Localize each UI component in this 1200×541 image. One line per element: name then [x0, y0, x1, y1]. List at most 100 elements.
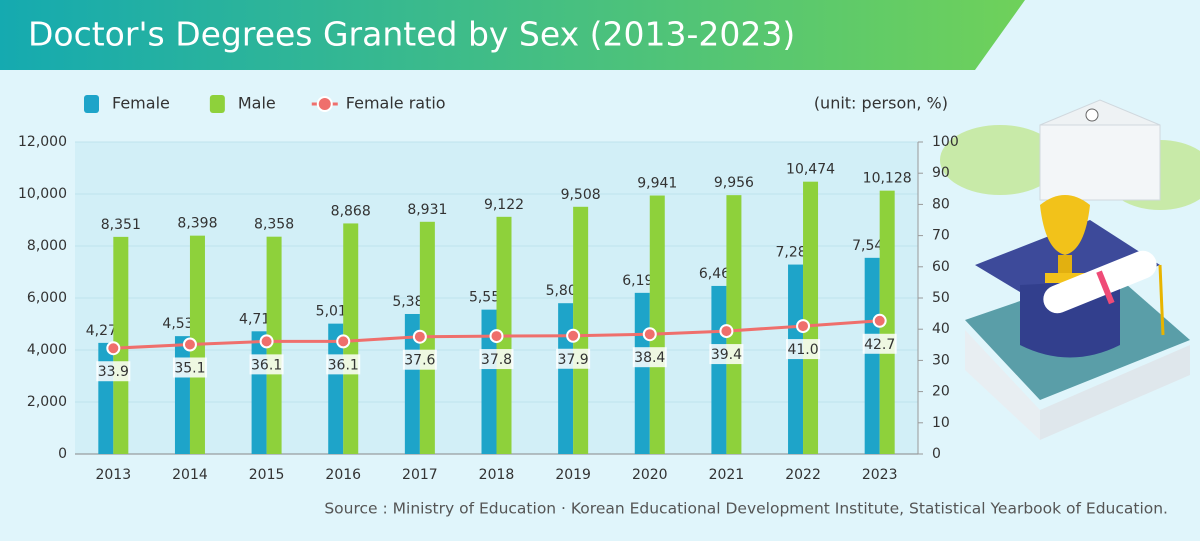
line-value-label: 37.6	[404, 353, 435, 369]
bar	[864, 257, 880, 454]
label-bg	[172, 357, 207, 378]
label-bg	[249, 354, 284, 375]
y2-tick-label: 20	[932, 384, 950, 400]
label-bg	[786, 339, 821, 360]
bar-value-label: 8,868	[331, 203, 371, 219]
bar	[649, 195, 665, 454]
bar-value-label: 9,508	[561, 187, 601, 203]
line-marker	[336, 334, 351, 349]
y-tick-label: 6,000	[27, 290, 67, 306]
legend-label: Female	[112, 94, 170, 113]
line-value-label: 33.9	[98, 364, 129, 380]
line-marker	[719, 324, 734, 339]
bar	[251, 331, 267, 454]
bar	[558, 303, 574, 454]
x-tick-label: 2017	[402, 467, 438, 483]
x-tick-label: 2019	[555, 467, 591, 483]
line-value-label: 42.7	[864, 337, 895, 353]
line-value-label: 35.1	[174, 360, 205, 376]
label-bg	[402, 349, 437, 370]
bar	[343, 223, 359, 454]
bar	[174, 336, 190, 454]
line-value-label: 39.4	[711, 347, 742, 363]
bar	[803, 181, 819, 454]
y2-tick-label: 0	[932, 446, 941, 462]
bar	[266, 236, 282, 454]
line-marker	[489, 329, 504, 344]
line-marker	[872, 313, 887, 328]
line-value-label: 37.8	[481, 352, 512, 368]
line-value-label: 41.0	[787, 342, 818, 358]
bar	[711, 285, 727, 454]
x-tick-label: 2013	[95, 467, 131, 483]
y2-tick-label: 100	[932, 134, 959, 150]
y2-tick-label: 90	[932, 165, 950, 181]
y-tick-label: 2,000	[27, 394, 67, 410]
x-tick-label: 2015	[249, 467, 285, 483]
x-tick-label: 2021	[709, 467, 745, 483]
title-banner	[0, 0, 1025, 70]
bar	[788, 264, 804, 454]
unit-label: (unit: person, %)	[814, 94, 948, 113]
bar-value-label: 8,931	[407, 202, 447, 218]
label-bg	[556, 348, 591, 369]
legend-label: Male	[238, 94, 276, 113]
line-marker	[566, 328, 581, 343]
y2-tick-label: 30	[932, 352, 950, 368]
x-tick-label: 2020	[632, 467, 668, 483]
y-tick-label: 0	[58, 446, 67, 462]
line-marker	[259, 334, 274, 349]
bar-value-label: 8,351	[101, 217, 141, 233]
bar	[481, 309, 497, 454]
line-marker	[642, 327, 657, 342]
bar-value-label: 10,474	[786, 162, 835, 178]
bar	[98, 342, 114, 454]
bar-value-label: 9,941	[637, 176, 677, 192]
bar	[573, 206, 589, 454]
bar-value-label: 8,398	[177, 216, 217, 232]
line-value-label: 37.9	[558, 352, 589, 368]
y-tick-label: 4,000	[27, 342, 67, 358]
line-marker	[412, 329, 427, 344]
label-bg	[326, 354, 361, 375]
x-tick-label: 2023	[862, 467, 898, 483]
label-bg	[709, 344, 744, 365]
line-value-label: 36.1	[251, 357, 282, 373]
y2-tick-label: 40	[932, 321, 950, 337]
bar	[879, 190, 895, 454]
label-bg	[862, 333, 897, 354]
bar	[404, 313, 420, 454]
legend-marker	[316, 96, 333, 112]
line-marker	[796, 319, 811, 334]
y-tick-label: 10,000	[18, 186, 67, 202]
y-tick-label: 8,000	[27, 238, 67, 254]
y2-tick-label: 60	[932, 259, 950, 275]
y2-tick-label: 50	[932, 290, 950, 306]
line-marker	[106, 341, 121, 356]
legend-swatch	[209, 95, 225, 113]
line-value-label: 38.4	[634, 350, 665, 366]
bar	[113, 236, 129, 454]
label-bg	[479, 349, 514, 370]
legend-label: Female ratio	[346, 94, 446, 113]
x-tick-label: 2018	[479, 467, 515, 483]
y2-tick-label: 10	[932, 415, 950, 431]
chart-title: Doctor's Degrees Granted by Sex (2013-20…	[28, 15, 795, 54]
bar	[726, 195, 742, 455]
x-tick-label: 2022	[785, 467, 821, 483]
label-bg	[632, 347, 667, 368]
y2-tick-label: 70	[932, 228, 950, 244]
legend-swatch	[84, 95, 99, 113]
bar-value-label: 9,956	[714, 175, 754, 191]
line-value-label: 36.1	[328, 357, 359, 373]
line-marker	[182, 337, 197, 352]
bar-value-label: 8,358	[254, 217, 294, 233]
y2-tick-label: 80	[932, 196, 950, 212]
label-bg	[96, 361, 131, 382]
y-tick-label: 12,000	[18, 134, 67, 150]
x-tick-label: 2014	[172, 467, 208, 483]
x-tick-label: 2016	[325, 467, 361, 483]
bar-value-label: 10,128	[863, 171, 912, 187]
bar	[634, 292, 650, 454]
